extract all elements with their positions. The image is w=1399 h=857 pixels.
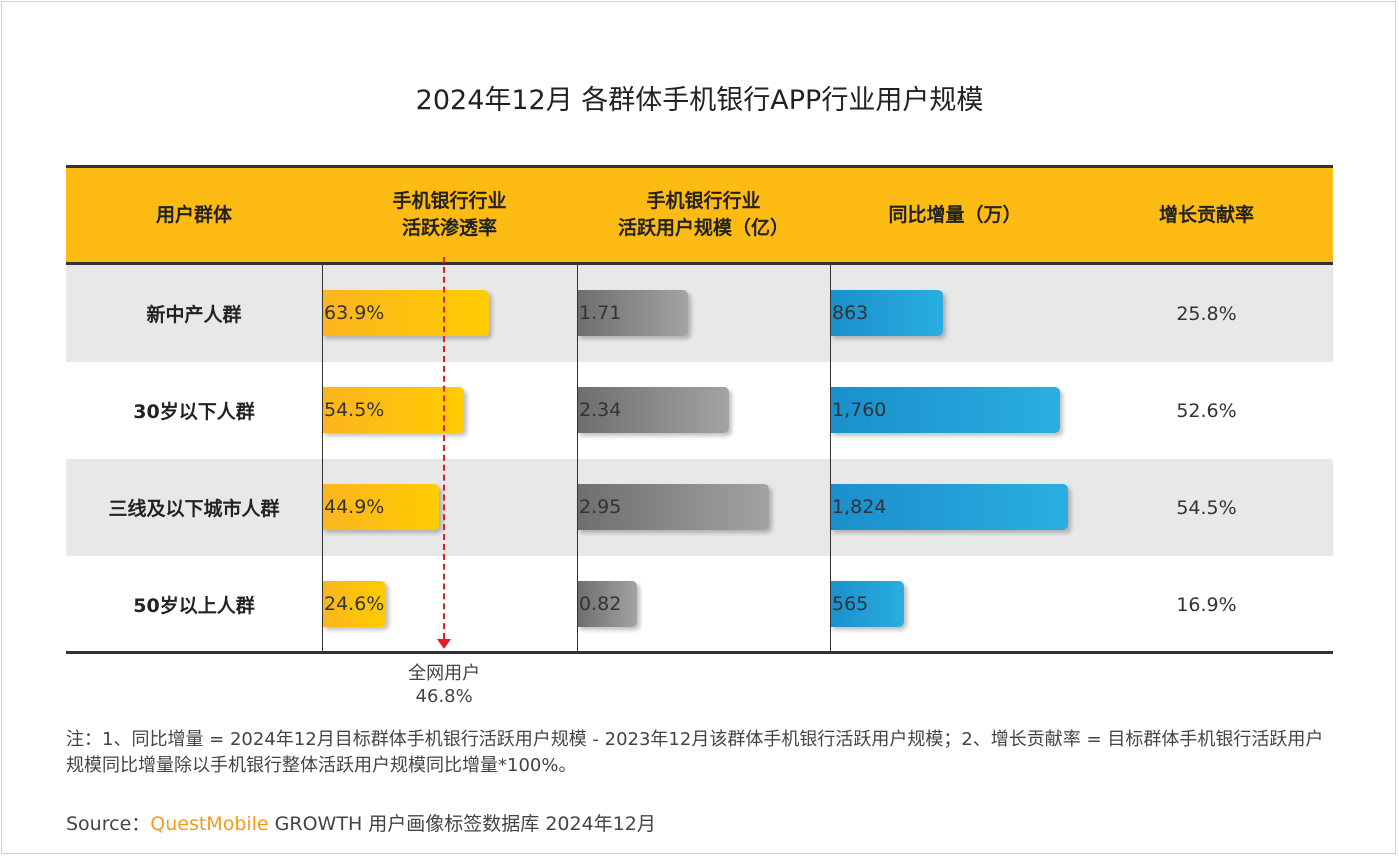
column-divider bbox=[577, 265, 578, 652]
footnote: 注：1、同比增量 = 2024年12月目标群体手机银行活跃用户规模 - 2023… bbox=[66, 729, 1324, 776]
row-label: 50岁以上人群 bbox=[133, 595, 255, 617]
reference-label-value: 46.8% bbox=[415, 686, 473, 707]
header-active-users: 手机银行行业 活跃用户规模（亿） bbox=[617, 190, 789, 239]
bar-label: 24.6% bbox=[324, 593, 385, 615]
contribution-rate: 54.5% bbox=[1176, 496, 1237, 519]
bar-label: 2.34 bbox=[579, 399, 622, 421]
bar-label: 44.9% bbox=[324, 496, 385, 518]
table-header: 用户群体 手机银行行业 活跃渗透率 手机银行行业 活跃用户规模（亿） 同比增量（… bbox=[66, 165, 1333, 265]
contribution-rate: 16.9% bbox=[1176, 593, 1237, 616]
bar-label: 2.95 bbox=[579, 496, 622, 518]
chart-title: 2024年12月 各群体手机银行APP行业用户规模 bbox=[415, 85, 984, 116]
row-label: 三线及以下城市人群 bbox=[108, 498, 280, 520]
row-label: 30岁以下人群 bbox=[133, 401, 255, 423]
bar-2: 2.95 bbox=[577, 484, 769, 530]
table-row: 三线及以下城市人群 44.9% 2.95 1,824 54.5% bbox=[66, 459, 1333, 556]
header-group: 用户群体 bbox=[155, 203, 232, 226]
bar-1: 44.9% bbox=[322, 484, 440, 530]
bar-1: 63.9% bbox=[322, 290, 489, 336]
reference-label-text: 全网用户 bbox=[408, 663, 481, 684]
bar-3: 863 bbox=[830, 290, 943, 336]
bar-label: 1.71 bbox=[579, 302, 622, 324]
source-prefix: Source： bbox=[66, 813, 151, 835]
bar-3: 1,824 bbox=[830, 484, 1069, 530]
header-penetration: 手机银行行业 活跃渗透率 bbox=[392, 190, 507, 239]
table-row: 新中产人群 63.9% 1.71 863 25.8% bbox=[66, 265, 1333, 362]
source-rest: GROWTH 用户画像标签数据库 2024年12月 bbox=[268, 813, 656, 835]
bar-label: 565 bbox=[832, 593, 869, 615]
table-row: 50岁以上人群 24.6% 0.82 565 16.9% bbox=[66, 556, 1333, 653]
source: Source：QuestMobile GROWTH 用户画像标签数据库 2024… bbox=[66, 809, 656, 836]
column-divider bbox=[322, 265, 323, 652]
bar-1: 24.6% bbox=[322, 581, 387, 627]
bar-label: 863 bbox=[832, 302, 869, 324]
bar-label: 63.9% bbox=[324, 302, 385, 324]
bar-3: 1,760 bbox=[830, 387, 1060, 433]
bar-label: 54.5% bbox=[324, 399, 385, 421]
source-brand: QuestMobile bbox=[150, 813, 269, 835]
bar-2: 0.82 bbox=[577, 581, 637, 627]
reference-arrow-icon bbox=[437, 639, 452, 649]
table-bottom-border bbox=[66, 651, 1333, 654]
row-label: 新中产人群 bbox=[146, 304, 242, 326]
contribution-rate: 25.8% bbox=[1176, 302, 1237, 325]
bar-label: 1,760 bbox=[832, 399, 887, 421]
bar-label: 1,824 bbox=[832, 496, 887, 518]
bar-2: 2.34 bbox=[577, 387, 730, 433]
bar-3: 565 bbox=[830, 581, 904, 627]
bar-label: 0.82 bbox=[579, 593, 622, 615]
column-divider bbox=[830, 265, 831, 652]
bar-2: 1.71 bbox=[577, 290, 689, 336]
contribution-rate: 52.6% bbox=[1176, 399, 1237, 422]
table-row: 30岁以下人群 54.5% 2.34 1,760 52.6% bbox=[66, 362, 1333, 459]
reference-label: 全网用户 46.8% bbox=[404, 662, 484, 708]
header-contribution: 增长贡献率 bbox=[1158, 203, 1254, 226]
header-yoy-increase: 同比增量（万） bbox=[888, 203, 1022, 226]
reference-line bbox=[443, 257, 446, 639]
bar-1: 54.5% bbox=[322, 387, 465, 433]
